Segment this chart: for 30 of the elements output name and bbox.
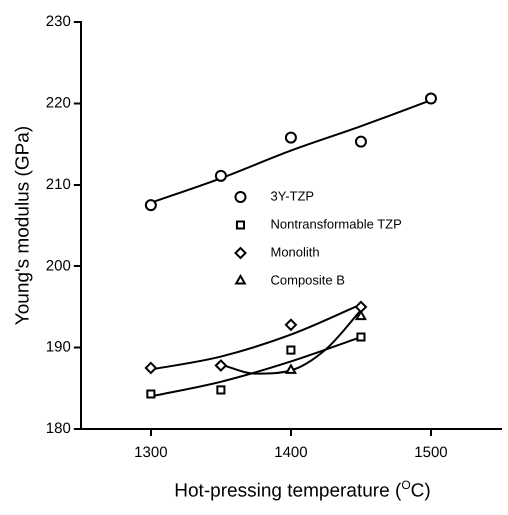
x-tick-label: 1300 <box>134 444 168 462</box>
point <box>284 318 297 331</box>
x-tick-label: 1400 <box>274 444 308 462</box>
point <box>146 389 156 399</box>
point <box>286 364 296 374</box>
y-tick-label: 210 <box>46 176 71 193</box>
y-tick-label: 230 <box>46 13 71 30</box>
legend-label: 3Y-TZP <box>270 188 314 204</box>
y-axis-title: Young's modulus (GPa) <box>12 126 34 326</box>
y-tick-label: 220 <box>46 94 71 112</box>
x-tick-label: 1500 <box>414 444 448 462</box>
point <box>424 92 437 105</box>
point <box>354 136 367 148</box>
point <box>354 300 367 313</box>
legend-label: Monolith <box>270 244 320 260</box>
y-tick-label: 190 <box>46 338 71 356</box>
point <box>284 132 297 144</box>
point <box>356 310 366 320</box>
x-axis-title: Hot-pressing temperature ($^{O}$C) <box>173 478 432 502</box>
legend-label: Composite B <box>270 272 345 288</box>
point <box>214 360 227 372</box>
point <box>286 346 296 355</box>
point <box>216 385 226 394</box>
point <box>144 362 157 374</box>
y-tick-label: 180 <box>46 420 71 438</box>
point <box>144 199 157 212</box>
point <box>356 332 366 342</box>
point <box>214 170 227 182</box>
y-tick-label: 200 <box>46 257 71 274</box>
legend-label: Nontransformable TZP <box>270 216 402 232</box>
